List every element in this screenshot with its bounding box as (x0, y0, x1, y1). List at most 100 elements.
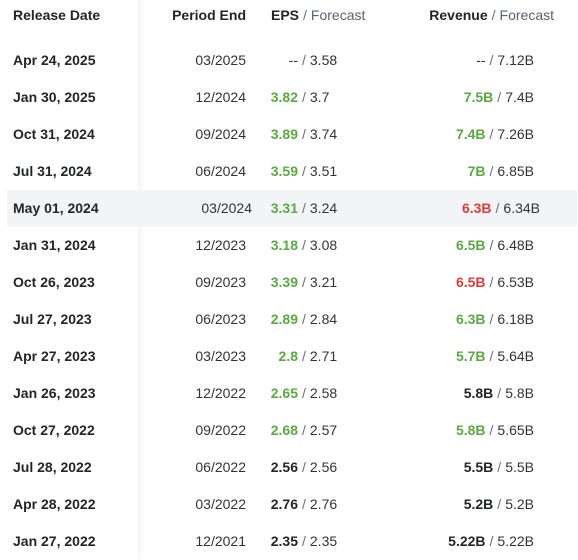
release-date: Jul 28, 2022 (13, 459, 92, 475)
release-date: Jan 27, 2022 (13, 533, 96, 549)
table-row[interactable]: Jan 27, 2022 12/2021 2.35/2.35 5.22B/5.22B (0, 523, 578, 560)
period-end: 06/2022 (195, 459, 246, 475)
release-date: Jan 26, 2023 (13, 385, 96, 401)
table-row[interactable]: Oct 26, 2023 09/2023 3.39/3.21 6.5B/6.53B (0, 264, 578, 301)
eps-separator: / (302, 89, 306, 105)
period-end: 09/2023 (195, 274, 246, 290)
eps-cell: 3.59/3.51 (268, 163, 348, 179)
eps-actual: 2.56 (270, 459, 298, 475)
revenue-forecast: 5.2B (505, 496, 534, 512)
table-row[interactable]: Apr 24, 2025 03/2025 --/3.58 --/7.12B (0, 42, 578, 79)
revenue-separator: / (497, 496, 502, 512)
revenue-forecast: 5.22B (497, 533, 534, 549)
header-revenue[interactable]: Revenue / Forecast (429, 7, 554, 23)
header-revenue-separator: / (491, 7, 496, 23)
revenue-forecast: 6.34B (503, 200, 540, 216)
revenue-cell: 6.3B/6.18B (456, 311, 534, 327)
revenue-forecast: 5.5B (505, 459, 534, 475)
table-row[interactable]: Jul 31, 2024 06/2024 3.59/3.51 7B/6.85B (0, 153, 578, 190)
revenue-forecast: 6.85B (497, 163, 534, 179)
eps-cell: 2.68/2.57 (268, 422, 348, 438)
eps-actual: 2.76 (270, 496, 298, 512)
revenue-cell: 5.8B/5.65B (456, 422, 534, 438)
eps-cell: 2.65/2.58 (268, 385, 348, 401)
eps-actual: 3.82 (270, 89, 298, 105)
table-row[interactable]: Apr 28, 2022 03/2022 2.76/2.76 5.2B/5.2B (0, 486, 578, 523)
header-eps-separator: / (303, 7, 307, 23)
release-date: Oct 31, 2024 (13, 126, 95, 142)
revenue-actual: 7B (467, 163, 486, 179)
header-period-end[interactable]: Period End (172, 7, 246, 23)
eps-forecast: 2.71 (309, 348, 338, 364)
revenue-separator: / (489, 348, 494, 364)
revenue-separator: / (489, 126, 494, 142)
release-date: Jan 30, 2025 (13, 89, 96, 105)
revenue-actual: 5.5B (463, 459, 494, 475)
eps-separator: / (302, 52, 306, 68)
revenue-cell: 6.3B/6.34B (462, 200, 540, 216)
revenue-actual: 6.5B (455, 237, 486, 253)
period-end: 09/2024 (195, 126, 246, 142)
table-row[interactable]: Jan 26, 2023 12/2022 2.65/2.58 5.8B/5.8B (0, 375, 578, 412)
revenue-cell: 5.8B/5.8B (464, 385, 534, 401)
eps-separator: / (302, 274, 306, 290)
revenue-cell: 7.4B/7.26B (456, 126, 534, 142)
eps-forecast: 2.35 (309, 533, 338, 549)
revenue-actual: 5.8B (463, 385, 494, 401)
revenue-separator: / (489, 52, 494, 68)
eps-cell: 3.39/3.21 (268, 274, 348, 290)
header-revenue-label: Revenue (429, 7, 488, 23)
period-end: 09/2022 (195, 422, 246, 438)
period-end: 03/2024 (201, 200, 252, 216)
eps-separator: / (302, 533, 306, 549)
eps-cell: 2.76/2.76 (268, 496, 348, 512)
release-date: Oct 26, 2023 (13, 274, 95, 290)
eps-forecast: 3.74 (309, 126, 338, 142)
revenue-cell: 5.2B/5.2B (464, 496, 534, 512)
eps-actual: 2.65 (270, 385, 298, 401)
eps-actual: 2.89 (270, 311, 298, 327)
revenue-separator: / (489, 533, 494, 549)
table-row[interactable]: Jan 30, 2025 12/2024 3.82/3.7 7.5B/7.4B (0, 79, 578, 116)
table-row[interactable]: Jul 27, 2023 06/2023 2.89/2.84 6.3B/6.18B (0, 301, 578, 338)
table-row[interactable]: Jan 31, 2024 12/2023 3.18/3.08 6.5B/6.48B (0, 227, 578, 264)
table-row[interactable]: Jul 28, 2022 06/2022 2.56/2.56 5.5B/5.5B (0, 449, 578, 486)
revenue-actual: 7.4B (455, 126, 486, 142)
release-date: Oct 27, 2022 (13, 422, 95, 438)
eps-forecast: 3.7 (309, 89, 330, 105)
eps-forecast: 2.76 (309, 496, 338, 512)
eps-separator: / (302, 126, 306, 142)
revenue-forecast: 5.64B (497, 348, 534, 364)
revenue-forecast: 5.8B (505, 385, 534, 401)
revenue-forecast: 5.65B (497, 422, 534, 438)
period-end: 12/2022 (195, 385, 246, 401)
eps-cell: 3.82/3.7 (268, 89, 348, 105)
header-revenue-forecast: Forecast (499, 7, 554, 23)
period-end: 12/2023 (195, 237, 246, 253)
header-eps[interactable]: EPS / Forecast (271, 7, 365, 23)
period-end: 06/2024 (195, 163, 246, 179)
header-release-date[interactable]: Release Date (13, 7, 101, 23)
revenue-forecast: 6.18B (497, 311, 534, 327)
eps-cell: --/3.58 (268, 52, 348, 68)
table-row[interactable]: Oct 31, 2024 09/2024 3.89/3.74 7.4B/7.26B (0, 116, 578, 153)
table-row[interactable]: Oct 27, 2022 09/2022 2.68/2.57 5.8B/5.65B (0, 412, 578, 449)
eps-separator: / (302, 348, 306, 364)
eps-actual: 3.18 (270, 237, 298, 253)
eps-actual: 2.35 (270, 533, 298, 549)
revenue-separator: / (489, 163, 494, 179)
eps-actual: 2.68 (270, 422, 298, 438)
revenue-forecast: 7.4B (505, 89, 534, 105)
table-row[interactable]: May 01, 2024 03/2024 3.31/3.24 6.3B/6.34B (7, 190, 577, 227)
revenue-separator: / (489, 274, 494, 290)
revenue-separator: / (489, 311, 494, 327)
revenue-forecast: 6.53B (497, 274, 534, 290)
header-eps-forecast: Forecast (310, 7, 366, 23)
revenue-actual: 6.3B (455, 311, 486, 327)
table-row[interactable]: Apr 27, 2023 03/2023 2.8/2.71 5.7B/5.64B (0, 338, 578, 375)
revenue-forecast: 7.12B (497, 52, 534, 68)
revenue-actual: 6.3B (461, 200, 492, 216)
eps-separator: / (302, 459, 306, 475)
revenue-cell: 6.5B/6.53B (456, 274, 534, 290)
revenue-separator: / (497, 89, 502, 105)
